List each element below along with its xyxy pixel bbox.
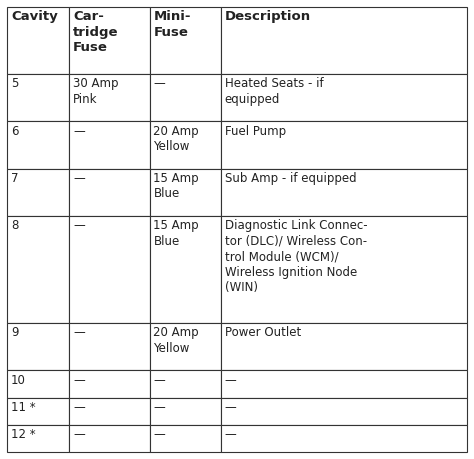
Bar (150, 370, 221, 397)
Text: 5: 5 (11, 78, 18, 90)
Bar (221, 425, 467, 452)
Text: Power Outlet: Power Outlet (225, 326, 301, 339)
Text: —: — (154, 401, 165, 414)
Bar (69, 397, 150, 425)
Bar (221, 397, 467, 425)
Text: 30 Amp
Pink: 30 Amp Pink (73, 78, 118, 106)
Bar (150, 7, 221, 74)
Text: —: — (225, 428, 237, 441)
Bar (69, 425, 150, 452)
Bar (150, 323, 221, 370)
Bar (221, 323, 467, 370)
Text: Mini-
Fuse: Mini- Fuse (154, 10, 191, 39)
Text: —: — (73, 125, 85, 138)
Bar (7, 397, 69, 425)
Bar (150, 397, 221, 425)
Bar (7, 323, 69, 370)
Bar (7, 370, 69, 397)
Text: 6: 6 (11, 125, 18, 138)
Bar (7, 425, 69, 452)
Bar (221, 121, 467, 168)
Bar (69, 7, 150, 74)
Text: Car-
tridge
Fuse: Car- tridge Fuse (73, 10, 118, 54)
Bar (150, 121, 221, 168)
Text: 15 Amp
Blue: 15 Amp Blue (154, 172, 199, 201)
Bar (221, 7, 467, 74)
Text: —: — (154, 428, 165, 441)
Text: 20 Amp
Yellow: 20 Amp Yellow (154, 125, 199, 153)
Bar (221, 168, 467, 216)
Bar (7, 7, 69, 74)
Text: —: — (225, 374, 237, 386)
Text: —: — (73, 374, 85, 386)
Text: —: — (73, 172, 85, 185)
Text: 20 Amp
Yellow: 20 Amp Yellow (154, 326, 199, 355)
Text: Description: Description (225, 10, 311, 23)
Bar (69, 121, 150, 168)
Text: Heated Seats - if
equipped: Heated Seats - if equipped (225, 78, 323, 106)
Text: 9: 9 (11, 326, 18, 339)
Text: —: — (73, 428, 85, 441)
Bar (150, 168, 221, 216)
Text: —: — (73, 219, 85, 232)
Text: —: — (154, 374, 165, 386)
Text: —: — (73, 326, 85, 339)
Text: 8: 8 (11, 219, 18, 232)
Bar (150, 216, 221, 323)
Text: 12 *: 12 * (11, 428, 36, 441)
Bar (150, 425, 221, 452)
Bar (69, 216, 150, 323)
Bar (7, 74, 69, 121)
Bar (221, 370, 467, 397)
Text: Sub Amp - if equipped: Sub Amp - if equipped (225, 172, 356, 185)
Bar (221, 74, 467, 121)
Bar (221, 216, 467, 323)
Bar (69, 323, 150, 370)
Text: —: — (225, 401, 237, 414)
Text: 11 *: 11 * (11, 401, 36, 414)
Bar (150, 74, 221, 121)
Text: Cavity: Cavity (11, 10, 58, 23)
Text: Fuel Pump: Fuel Pump (225, 125, 286, 138)
Text: —: — (73, 401, 85, 414)
Text: 7: 7 (11, 172, 18, 185)
Bar (69, 370, 150, 397)
Bar (69, 74, 150, 121)
Text: 10: 10 (11, 374, 26, 386)
Text: —: — (154, 78, 165, 90)
Text: Diagnostic Link Connec-
tor (DLC)/ Wireless Con-
trol Module (WCM)/
Wireless Ign: Diagnostic Link Connec- tor (DLC)/ Wirel… (225, 219, 367, 294)
Bar (69, 168, 150, 216)
Text: 15 Amp
Blue: 15 Amp Blue (154, 219, 199, 248)
Bar (7, 121, 69, 168)
Bar (7, 168, 69, 216)
Bar (7, 216, 69, 323)
